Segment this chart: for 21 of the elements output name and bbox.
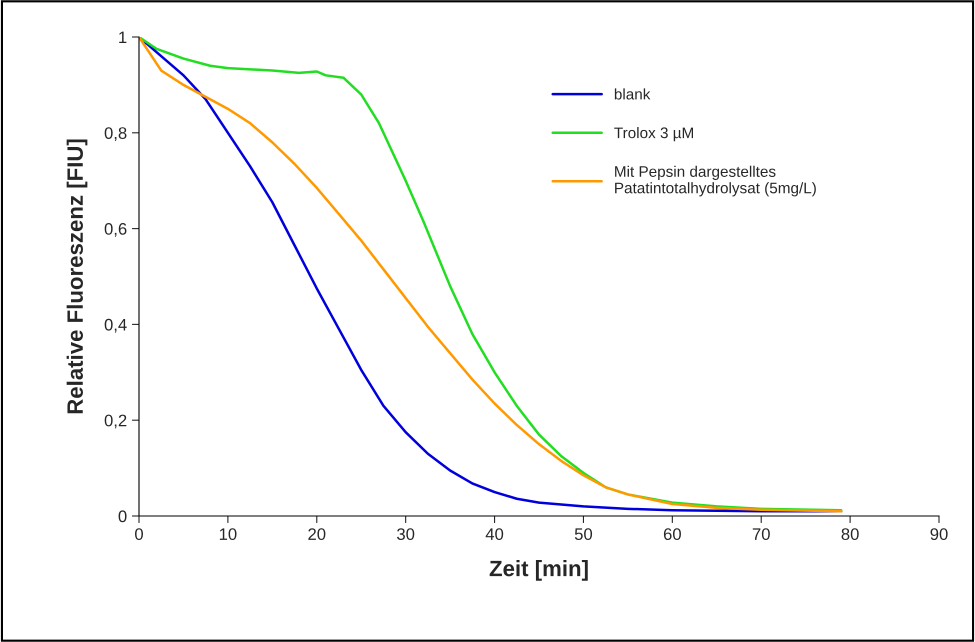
- legend-label: blank: [614, 88, 650, 100]
- legend-label: Mit Pepsin dargestelltes Patatintotalhydrolysat (5mg/L): [615, 166, 816, 196]
- x-tick-label: 30: [397, 528, 414, 540]
- x-tick-label: 10: [220, 528, 237, 540]
- x-tick-label: 40: [486, 528, 504, 540]
- y-tick-label: 0,4: [104, 318, 127, 333]
- x-tick-label: 50: [574, 528, 592, 540]
- x-tick-label: 0: [135, 528, 143, 540]
- y-tick-label: 0: [118, 510, 127, 522]
- x-tick-label: 80: [842, 528, 859, 540]
- y-tick-label: 1: [119, 32, 126, 44]
- y-tick-label: 0,6: [104, 223, 126, 237]
- x-tick-label: 70: [752, 528, 770, 540]
- x-tick-label: 90: [930, 528, 948, 540]
- legend-label: Trolox 3 µM: [614, 127, 693, 142]
- x-tick-label: 60: [664, 528, 681, 540]
- y-tick-label: 0,2: [104, 414, 126, 428]
- x-axis-title: Zeit [min]: [490, 560, 588, 581]
- y-tick-label: 0,8: [104, 127, 126, 141]
- y-axis-title: Relative Fluoreszenz [FIU]: [66, 139, 88, 414]
- x-tick-label: 20: [308, 528, 326, 540]
